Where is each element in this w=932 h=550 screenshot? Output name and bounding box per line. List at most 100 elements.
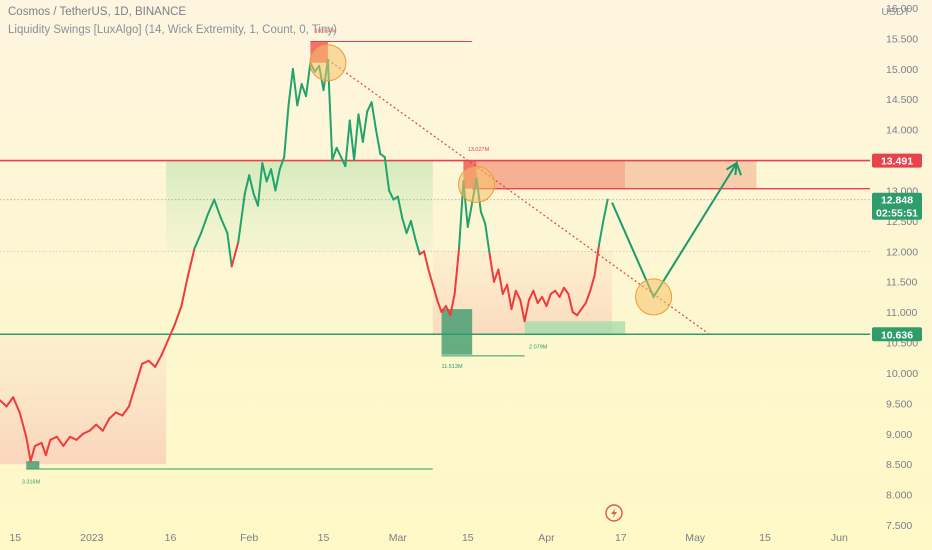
price-segment: [0, 399, 8, 408]
bullish-fill: [166, 160, 433, 252]
price-segment: [114, 411, 124, 417]
price-segment: [523, 298, 530, 323]
x-tick-label: 15: [9, 532, 21, 544]
volume-annotation: 3.316M: [22, 480, 41, 486]
y-tick-label: 11.500: [886, 277, 917, 289]
price-segment: [101, 417, 111, 432]
price-segment: [274, 168, 281, 192]
support-price-badge: [872, 327, 922, 342]
price-segment: [248, 174, 255, 195]
price-segment: [510, 289, 517, 311]
price-segment: [541, 295, 548, 308]
price-segment: [453, 247, 461, 295]
price-segment: [25, 435, 32, 463]
current-price-badge-text: 12.848: [881, 195, 913, 207]
price-segment: [357, 113, 364, 143]
price-segment: [466, 201, 474, 228]
price-segment: [186, 247, 196, 277]
x-tick-label: Mar: [389, 532, 408, 544]
x-tick-label: May: [685, 532, 706, 544]
x-tick-label: 17: [615, 532, 627, 544]
price-segment: [193, 232, 203, 250]
lightning-icon[interactable]: [605, 504, 623, 522]
x-tick-label: 2023: [80, 532, 104, 544]
price-segment: [226, 232, 233, 268]
price-segment: [602, 198, 609, 222]
price-segment: [545, 292, 552, 308]
price-segment: [449, 292, 456, 317]
currency-label: USDT: [881, 6, 910, 18]
zone-swing-low-box: [524, 321, 626, 334]
price-segment: [283, 104, 290, 159]
price-segment: [497, 268, 504, 295]
price-segment: [558, 286, 565, 298]
x-tick-label: Jun: [831, 532, 848, 544]
price-segment: [167, 323, 176, 341]
price-segment: [55, 435, 65, 447]
price-segment: [567, 292, 574, 314]
y-tick-label: 7.500: [886, 520, 912, 532]
y-axis[interactable]: 16.00015.50015.00014.50014.00013.50013.0…: [886, 3, 918, 532]
price-segment: [353, 113, 360, 162]
x-tick-label: 15: [462, 532, 474, 544]
symbol-title: Cosmos / TetherUS, 1D, BINANCE: [8, 6, 187, 18]
price-segment: [5, 396, 15, 408]
zone-swing-low-box: [26, 461, 40, 470]
price-segment: [374, 128, 382, 155]
price-segment: [396, 195, 404, 219]
trendline: [327, 59, 709, 334]
price-segment: [75, 432, 85, 441]
price-segment: [335, 146, 343, 159]
grid-layer: [0, 199, 870, 252]
price-segment: [121, 405, 130, 417]
price-segment: [287, 67, 294, 107]
price-segment: [180, 274, 189, 308]
price-segment: [291, 67, 299, 107]
price-segment: [305, 61, 312, 98]
price-segment: [68, 435, 78, 441]
bearish-fill: [0, 334, 167, 465]
y-tick-label: 15.000: [886, 64, 918, 76]
price-segment: [230, 241, 240, 268]
price-segment: [219, 216, 229, 235]
zone-resistance-strong: [476, 160, 626, 189]
resistance-price-badge: [872, 153, 922, 168]
price-segment: [82, 429, 91, 435]
price-segment: [436, 298, 443, 314]
price-segment: [348, 119, 356, 162]
price-segment: [200, 213, 209, 235]
x-tick-label: 15: [759, 532, 771, 544]
price-segment: [154, 353, 163, 368]
price-segment: [597, 219, 605, 247]
price-segment: [331, 146, 338, 162]
y-tick-label: 12.000: [886, 246, 918, 258]
price-segment: [344, 119, 351, 168]
price-segment: [44, 438, 52, 457]
x-axis[interactable]: 15 2023 16 Feb 15 Mar 15 Apr 17 May 15 Jun: [9, 532, 848, 544]
price-segment: [18, 411, 28, 438]
price-segment: [562, 286, 570, 295]
trendline-layer: [327, 59, 709, 334]
price-segment: [414, 238, 421, 256]
price-segment: [40, 441, 47, 457]
price-segment: [108, 411, 117, 420]
indicator-title: Liquidity Swings [LuxAlgo] (14, Wick Ext…: [8, 24, 337, 36]
y-tick-label: 16.000: [886, 3, 918, 15]
price-segment: [134, 362, 144, 387]
x-tick-label: 16: [165, 532, 177, 544]
price-segment: [427, 268, 434, 286]
price-segment: [29, 444, 36, 463]
price-segment: [206, 198, 216, 216]
price-segment: [584, 289, 592, 304]
y-tick-label: 14.000: [886, 125, 918, 137]
x-tick-label: 15: [318, 532, 330, 544]
area-fill-layer: [0, 160, 613, 465]
price-segment: [431, 283, 439, 301]
price-segment: [88, 423, 98, 432]
zone-swing-low-box: [441, 309, 473, 355]
highlight-circle: [458, 165, 496, 203]
volume-annotation: 13.027M: [468, 147, 490, 153]
price-segment: [237, 192, 246, 244]
